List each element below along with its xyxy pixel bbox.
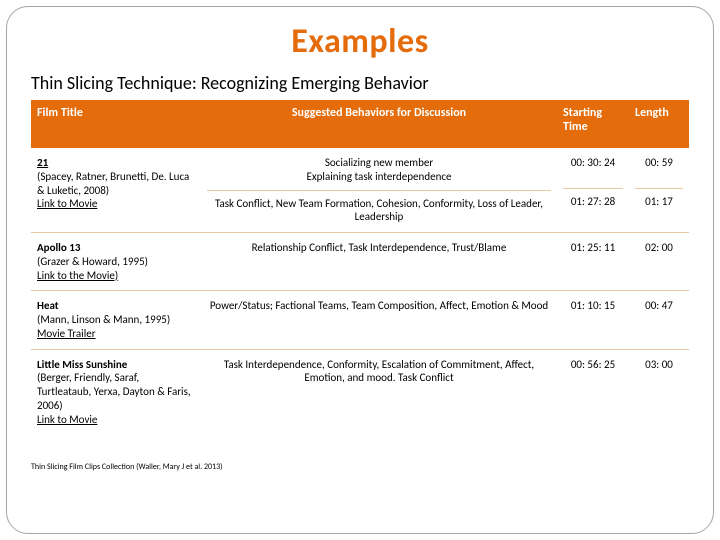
movie-link[interactable]: Link to the Movie) — [37, 269, 118, 282]
table-header-row: Film Title Suggested Behaviors for Discu… — [31, 100, 689, 148]
behavior-cell: Power/Status; Factional Teams, Team Comp… — [201, 291, 557, 349]
col-header-length: Length — [629, 100, 689, 148]
start-cell: 00: 30: 24 01: 27: 28 — [557, 148, 629, 233]
film-title: Little Miss Sunshine — [37, 358, 127, 371]
start-cell: 00: 56: 25 — [557, 349, 629, 434]
movie-link[interactable]: Link to Movie — [37, 197, 97, 210]
slide-frame: Examples Thin Slicing Technique: Recogni… — [6, 6, 714, 534]
col-header-behavior: Suggested Behaviors for Discussion — [201, 100, 557, 148]
start-cell: 01: 10: 15 — [557, 291, 629, 349]
film-cell: 21 (Spacey, Ratner, Brunetti, De. Luca &… — [31, 148, 201, 233]
col-header-film: Film Title — [31, 100, 201, 148]
length-value: 00: 59 — [635, 156, 683, 189]
footer-citation: Thin Slicing Film Clips Collection (Wall… — [31, 462, 689, 472]
table-row: Little Miss Sunshine (Berger, Friendly, … — [31, 349, 689, 434]
film-title: Apollo 13 — [37, 241, 80, 254]
length-cell: 00: 59 01: 17 — [629, 148, 689, 233]
length-value: 01: 17 — [645, 195, 673, 208]
length-cell: 02: 00 — [629, 233, 689, 291]
table-row: Apollo 13 (Grazer & Howard, 1995) Link t… — [31, 233, 689, 291]
movie-link[interactable]: Link to Movie — [37, 413, 97, 426]
start-time: 01: 27: 28 — [571, 195, 615, 208]
behavior-cell: Relationship Conflict, Task Interdepende… — [201, 233, 557, 291]
film-cell: Apollo 13 (Grazer & Howard, 1995) Link t… — [31, 233, 201, 291]
film-citation: (Mann, Linson & Mann, 1995) — [37, 313, 170, 326]
page-subtitle: Thin Slicing Technique: Recognizing Emer… — [31, 72, 689, 94]
movie-link[interactable]: Movie Trailer — [37, 327, 96, 340]
col-header-start: Starting Time — [557, 100, 629, 148]
film-citation: (Grazer & Howard, 1995) — [37, 255, 148, 268]
start-cell: 01: 25: 11 — [557, 233, 629, 291]
film-citation: (Berger, Friendly, Saraf, Turtleataub, Y… — [37, 371, 191, 412]
table-row: Heat (Mann, Linson & Mann, 1995) Movie T… — [31, 291, 689, 349]
film-cell: Little Miss Sunshine (Berger, Friendly, … — [31, 349, 201, 434]
film-citation: (Spacey, Ratner, Brunetti, De. Luca & Lu… — [37, 170, 189, 197]
film-title-link[interactable]: 21 — [37, 156, 48, 169]
examples-table: Film Title Suggested Behaviors for Discu… — [31, 100, 689, 434]
length-cell: 03: 00 — [629, 349, 689, 434]
behavior-cell: Socializing new memberExplaining task in… — [201, 148, 557, 233]
table-row: 21 (Spacey, Ratner, Brunetti, De. Luca &… — [31, 148, 689, 233]
film-title: Heat — [37, 299, 59, 312]
page-title: Examples — [31, 21, 689, 62]
behavior-cell: Task Interdependence, Conformity, Escala… — [201, 349, 557, 434]
length-cell: 00: 47 — [629, 291, 689, 349]
behavior-text: Socializing new memberExplaining task in… — [207, 156, 551, 191]
behavior-text: Task Conflict, New Team Formation, Cohes… — [215, 197, 543, 224]
film-cell: Heat (Mann, Linson & Mann, 1995) Movie T… — [31, 291, 201, 349]
start-time: 00: 30: 24 — [563, 156, 623, 189]
